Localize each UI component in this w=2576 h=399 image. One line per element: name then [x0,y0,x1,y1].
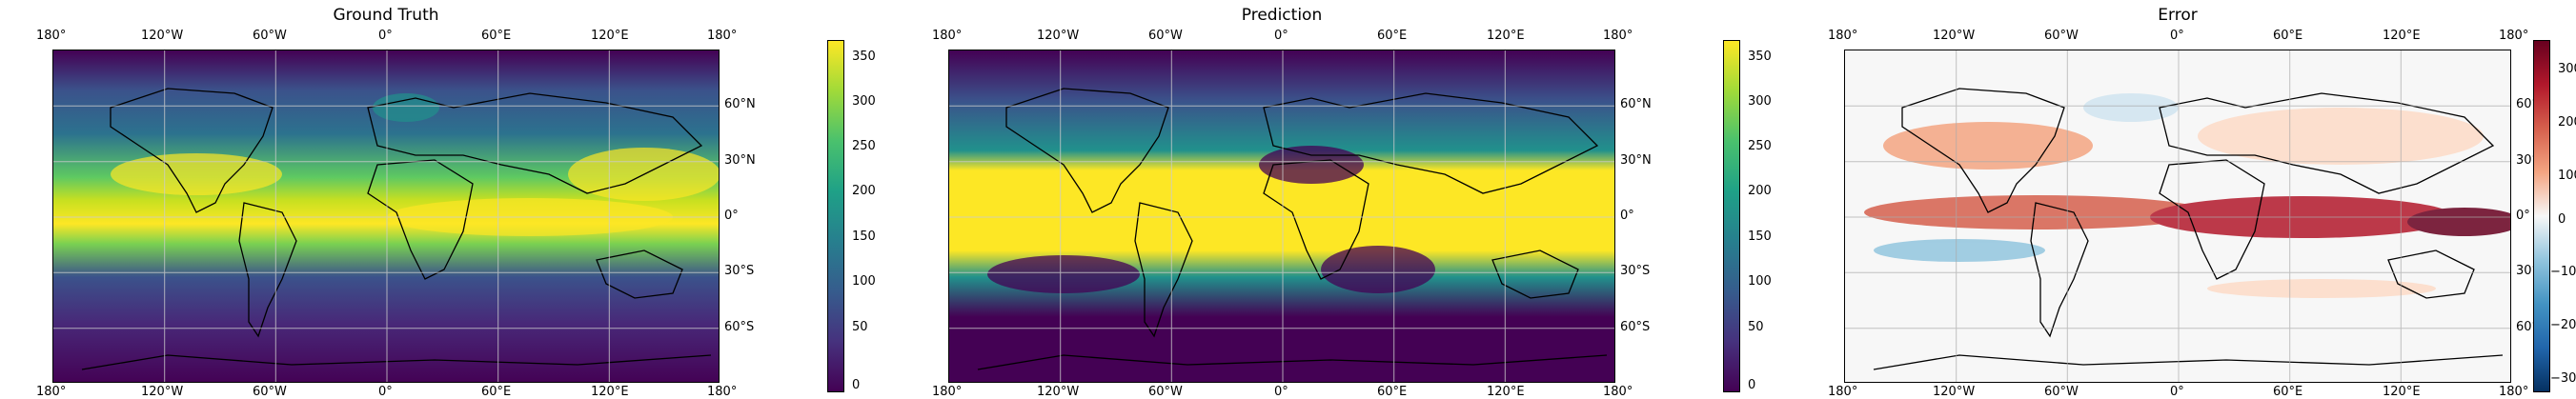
graticule [53,50,719,382]
lon-label: 0° [378,385,393,399]
colorbar-tick: 100 [1748,274,1772,289]
lon-label: 120°E [2383,385,2421,399]
lon-label: 0° [1274,29,1288,43]
lon-label: 120°E [591,385,629,399]
lon-label: 60°E [1377,385,1408,399]
graticule [1845,50,2510,382]
lon-label: 60°W [2044,29,2079,43]
colorbar-tick: 350 [852,50,876,64]
colorbar-tick: 50 [852,320,868,334]
colorbar-tick: 200 [852,184,876,198]
panel-title: Error [2158,6,2198,25]
lon-label: 60°E [481,29,512,43]
colorbar-tick: 150 [852,229,876,244]
colorbar-tick: 200 [1748,184,1772,198]
prediction-map [948,50,1615,383]
lon-label: 120°W [1933,29,1976,43]
lon-label: 120°W [1933,385,1976,399]
lon-label: 60°W [1148,385,1183,399]
colorbar-tick: 0 [2558,212,2566,227]
lon-label: 60°W [1148,29,1183,43]
colorbar [2533,40,2550,392]
lon-label: 180° [707,29,738,43]
ground-truth-map [52,50,720,383]
lon-label: 180° [1828,29,1858,43]
colorbar [827,40,844,392]
ground-truth-panel: Ground Truth [0,0,876,399]
lat-label: 60°N [1620,97,1652,111]
lat-label: 30°N [1620,153,1652,168]
lon-label: 60°E [481,385,512,399]
colorbar-tick: 250 [852,139,876,153]
lon-label: 180° [707,385,738,399]
map-svg [1845,50,2510,382]
lon-label: 180° [1603,29,1633,43]
colorbar-tick: 150 [1748,229,1772,244]
coastline [81,88,712,370]
lon-label: 0° [2170,29,2184,43]
prediction-panel: Prediction [896,0,1772,399]
graticule [949,50,1614,382]
lat-label: 30°S [724,264,755,278]
panel-title: Ground Truth [333,6,439,25]
lon-label: 120°E [2383,29,2421,43]
lon-label: 60°E [1377,29,1408,43]
lat-label: 0° [2516,209,2530,223]
lon-label: 60°E [2273,385,2303,399]
lat-label: 60°N [724,97,756,111]
lon-label: 60°W [253,29,287,43]
lon-label: 120°W [1037,385,1080,399]
lat-label: 60°S [1620,320,1651,334]
lon-label: 120°W [1037,29,1080,43]
lon-label: 120°E [591,29,629,43]
colorbar-tick: 100 [852,274,876,289]
colorbar-tick: 350 [1748,50,1772,64]
lon-label: 120°W [141,29,184,43]
lon-label: 0° [2170,385,2184,399]
colorbar [1723,40,1740,392]
colorbar-tick: 100 [2558,169,2576,183]
map-svg [53,50,719,382]
colorbar-tick: 250 [1748,139,1772,153]
error-panel: Error [1792,0,2576,399]
lon-label: 60°W [2044,385,2079,399]
colorbar-tick: 300 [852,94,876,109]
lon-label: 0° [378,29,393,43]
lon-label: 180° [932,29,963,43]
colorbar-tick: 50 [1748,320,1764,334]
lon-label: 180° [2499,385,2529,399]
error-field [1864,93,2510,298]
colorbar-tick: 0 [852,378,861,392]
lat-label: 0° [1620,209,1634,223]
colorbar-tick: 0 [1748,378,1756,392]
colorbar-tick: −200 [2550,318,2576,332]
error-map [1844,50,2511,383]
lon-label: 60°W [253,385,287,399]
lon-label: 180° [2499,29,2529,43]
colorbar-tick: −100 [2550,265,2576,279]
lon-label: 120°E [1487,29,1525,43]
panel-title: Prediction [1241,6,1323,25]
colorbar-tick: −300 [2550,371,2576,386]
lat-label: 60°S [724,320,755,334]
lon-label: 180° [1828,385,1858,399]
lon-label: 180° [36,29,67,43]
lat-label: 30°S [1620,264,1651,278]
lon-label: 180° [1603,385,1633,399]
lon-label: 60°E [2273,29,2303,43]
lat-label: 30°N [724,153,756,168]
lon-label: 180° [36,385,67,399]
map-svg [949,50,1614,382]
lon-label: 0° [1274,385,1288,399]
lat-label: 0° [724,209,739,223]
colorbar-tick: 300 [2558,62,2576,76]
coastline [1873,88,2504,370]
coastline [977,88,1608,370]
lon-label: 120°W [141,385,184,399]
lon-label: 180° [932,385,963,399]
lon-label: 120°E [1487,385,1525,399]
colorbar-tick: 200 [2558,115,2576,130]
colorbar-tick: 300 [1748,94,1772,109]
